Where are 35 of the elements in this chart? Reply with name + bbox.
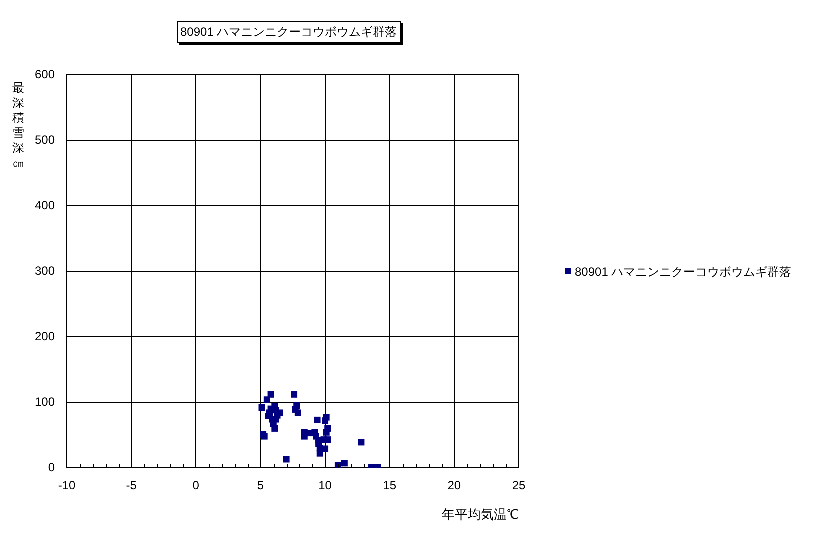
point (272, 425, 278, 432)
y-tick-label: 300 (34, 264, 56, 278)
point (264, 396, 270, 404)
point (258, 404, 266, 411)
x-tick-label: 0 (192, 478, 200, 493)
point (323, 429, 330, 436)
point (334, 462, 342, 468)
x-tick-label: -10 (58, 478, 76, 493)
x-tick-label: 5 (257, 478, 264, 493)
y-tick-label: 500 (34, 132, 56, 147)
point (358, 439, 365, 446)
y-tick-label: 200 (34, 329, 56, 344)
x-axis-title: 年平均気温℃ (442, 506, 519, 522)
point (324, 436, 332, 444)
chart-title: 80901 ハマニンニクーコウボウムギ群落 (176, 21, 402, 43)
point (291, 391, 298, 398)
point (341, 460, 348, 467)
point (294, 410, 302, 416)
point (316, 450, 324, 457)
y-tick-label: 600 (34, 67, 56, 82)
x-tick-label: -5 (126, 478, 138, 493)
x-tick-label: 20 (448, 478, 462, 493)
y-tick-label: 400 (34, 198, 56, 212)
point (283, 456, 290, 463)
legend-label: 80901 ハマニンニクーコウボウムギ群落 (575, 264, 792, 278)
x-tick-label: 25 (512, 478, 526, 493)
point (322, 446, 329, 452)
point (314, 416, 321, 424)
point (268, 391, 274, 398)
x-tick-label: 15 (383, 478, 397, 493)
x-tick-label: 10 (318, 478, 332, 493)
y-axis-title: 最深積雪深㎝ (12, 81, 25, 171)
y-tick-label: 0 (48, 460, 56, 474)
point (322, 418, 329, 424)
y-tick-label: 100 (34, 394, 56, 409)
